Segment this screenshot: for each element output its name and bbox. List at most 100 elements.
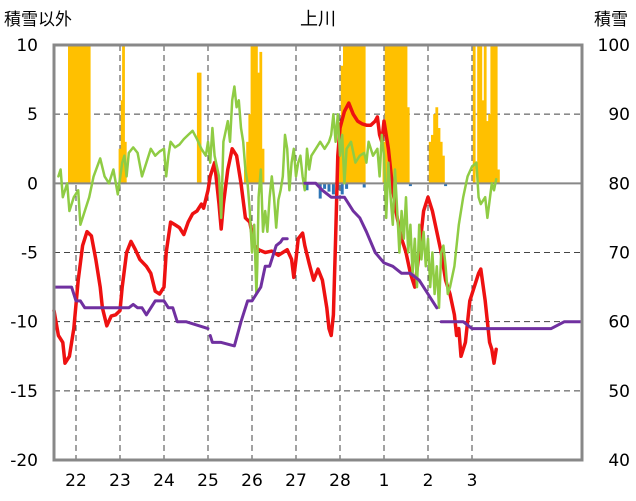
precip-bar [437, 128, 441, 184]
precip-negative-bar [362, 183, 366, 188]
precip-bar [356, 45, 359, 184]
precip-bar [393, 45, 397, 184]
precip-negative-bar [327, 183, 331, 192]
x-tick-label: 26 [241, 471, 263, 491]
precip-bar [338, 155, 342, 184]
right-tick-label: 80 [608, 174, 630, 194]
right-tick-label: 100 [598, 36, 630, 56]
precip-bar [431, 134, 434, 184]
precip-bar [360, 45, 364, 184]
precip-bar [477, 45, 480, 184]
precip-bar [87, 45, 91, 184]
snow_depth-line [439, 320, 584, 331]
plot-frame [52, 43, 584, 462]
precip-bar [472, 45, 476, 184]
precip-bar [479, 45, 483, 184]
x-tick-label: 25 [197, 471, 219, 491]
x-tick-label: 24 [153, 471, 175, 491]
left-axis-label: 積雪以外 [4, 10, 72, 30]
precip-bar [391, 45, 395, 184]
precip-bar [259, 51, 263, 184]
snow_depth-line [208, 237, 289, 348]
left-tick-label: 0 [27, 174, 38, 194]
precip-bar [347, 45, 351, 184]
right-axis-label: 積雪 [594, 10, 628, 30]
precip-bar [250, 45, 254, 184]
precip-bar [72, 45, 76, 184]
left-tick-label: -5 [21, 244, 38, 264]
precip-bar [406, 107, 410, 184]
x-axis-ticks: 22 23 24 25 26 27 28 1 2 3 [65, 471, 477, 491]
precip-bar [196, 72, 200, 184]
precip-bar [118, 148, 122, 184]
precip-bar [428, 141, 432, 184]
grid-lines [54, 45, 582, 460]
precip-bar [404, 45, 408, 184]
precip-negative-bar [345, 183, 349, 189]
x-tick-label: 3 [467, 471, 478, 491]
right-tick-label: 70 [608, 244, 630, 264]
precip-bar [198, 72, 202, 184]
precip-bar [362, 45, 366, 184]
precip-bar [483, 45, 487, 184]
precip-bar [248, 114, 252, 184]
precip-bar [439, 141, 443, 184]
precip-bar [76, 45, 80, 184]
left-axis-ticks: 10 5 0 -5 -10 -15 -20 [10, 36, 38, 471]
precip-bar [349, 45, 353, 184]
x-tick-label: 23 [109, 471, 131, 491]
precip-bar [252, 45, 256, 184]
right-tick-label: 60 [608, 313, 630, 333]
precip-bar [389, 45, 392, 184]
precip-bar [494, 45, 498, 184]
precip-bar [345, 45, 348, 184]
series-lines [52, 85, 584, 365]
x-tick-label: 1 [379, 471, 390, 491]
precip-bar [83, 45, 87, 184]
precip-bar [122, 45, 125, 184]
precip-bar [435, 107, 439, 184]
precip-bar [490, 45, 494, 184]
precip-bar [402, 45, 406, 184]
x-tick-label: 22 [65, 471, 87, 491]
precip-bar [79, 45, 82, 184]
left-tick-label: 10 [16, 36, 38, 56]
precip-bar [481, 100, 485, 184]
precip-bar [358, 45, 362, 184]
precip-bar [384, 45, 388, 184]
right-tick-label: 90 [608, 105, 630, 125]
right-tick-label: 50 [608, 382, 630, 402]
precip-bar [433, 114, 436, 184]
precip-bar [497, 169, 500, 184]
precip-bar [70, 45, 73, 184]
x-tick-label: 27 [285, 471, 307, 491]
right-axis-ticks: 100 90 80 70 60 50 40 [598, 36, 630, 471]
precip-bar [354, 45, 357, 184]
chart-title: 上川 [300, 9, 336, 30]
precip-bar [488, 114, 491, 184]
dewpoint-line [57, 85, 498, 310]
right-tick-label: 40 [608, 451, 630, 471]
x-tick-label: 2 [423, 471, 434, 491]
precip-negative-bar [340, 183, 344, 195]
left-tick-label: -20 [10, 451, 38, 471]
left-tick-label: -10 [10, 313, 38, 333]
precip-bar [486, 121, 489, 184]
precip-bar [400, 45, 403, 184]
precip-negative-bar [408, 183, 412, 187]
precip-bar [492, 45, 496, 184]
left-tick-label: 5 [27, 105, 38, 125]
precip-negative-bar [305, 183, 309, 191]
precip-bar [246, 141, 249, 184]
precip-negative-bar [331, 183, 335, 195]
precip-negative-bar [318, 183, 322, 199]
left-tick-label: -15 [10, 382, 38, 402]
snow_depth-line [52, 285, 210, 331]
precip-negative-bar [444, 183, 448, 187]
precip-bar [257, 72, 260, 184]
precip-negative-bar [323, 183, 327, 189]
snow_depth-line [303, 181, 439, 310]
temperature-line [52, 101, 498, 365]
precip-bar [68, 45, 71, 184]
